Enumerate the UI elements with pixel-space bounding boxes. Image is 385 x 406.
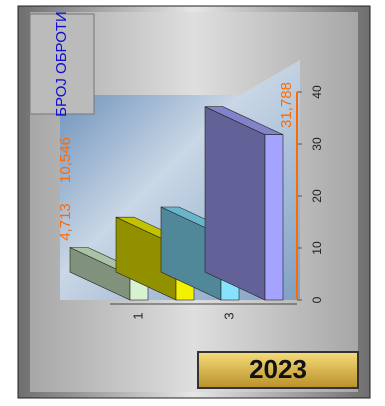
y-tick-label: 20 [310, 189, 324, 203]
value-label: 31,788 [278, 82, 295, 128]
year-box [197, 351, 359, 389]
x-tick-label: 1 [130, 312, 145, 319]
value-label: 10,546 [57, 137, 74, 183]
y-tick-label: 10 [310, 241, 324, 255]
value-label: 4,713 [57, 203, 74, 241]
chart-title: БРОЈ ОБРОТИ [53, 11, 70, 117]
y-tick-label: 0 [310, 296, 324, 303]
y-tick-label: 30 [310, 137, 324, 151]
y-tick-label: 40 [310, 85, 324, 99]
year-label: 2023 [249, 354, 307, 384]
x-tick-label: 3 [221, 312, 236, 319]
bar-side [204, 106, 266, 301]
bar [264, 134, 284, 301]
title-box [29, 13, 95, 115]
